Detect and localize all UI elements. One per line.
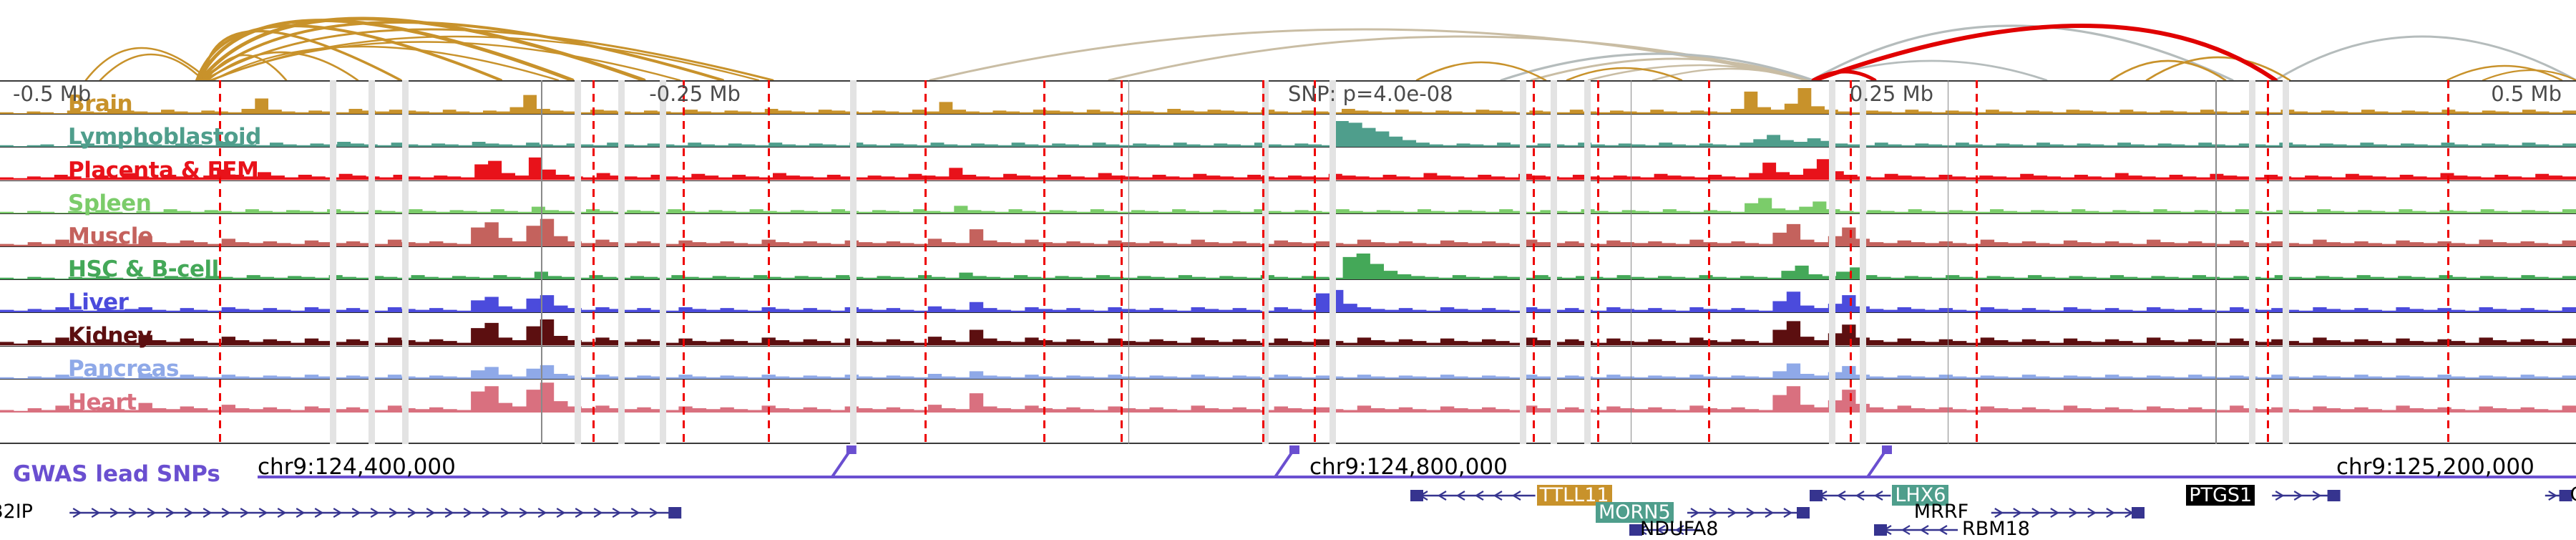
track-label-brain: Brain — [68, 91, 133, 117]
signal-track-liver[interactable]: Liver — [0, 280, 2576, 316]
gene-model-track[interactable] — [0, 486, 2576, 537]
track-label-kidney: Kidney — [68, 322, 152, 349]
axis-tick-label-0: -0.5 Mb — [13, 82, 92, 106]
annotation-panel: GWAS lead SNPs chr9:124,400,000 chr9:124… — [0, 444, 2576, 540]
gene-label-ndufa8[interactable]: NDUFA8 — [1640, 518, 1719, 540]
track-label-heart: Heart — [68, 389, 137, 415]
track-label-muscle: Muscle — [68, 223, 153, 249]
axis-tick-label-1: -0.25 Mb — [649, 82, 741, 106]
track-label-pancreas: Pancreas — [68, 355, 179, 382]
track-label-placenta-eem: Placenta & EEM — [68, 157, 259, 183]
signal-track-pancreas[interactable]: Pancreas — [0, 347, 2576, 382]
gene-label-mrrf[interactable]: MRRF — [1913, 501, 1969, 523]
signal-track-kidney[interactable]: Kidney — [0, 313, 2576, 349]
signal-track-spleen[interactable]: Spleen — [0, 181, 2576, 216]
signal-track-muscle[interactable]: Muscle — [0, 214, 2576, 249]
track-label-hsc-b-cell: HSC & B-cell — [68, 256, 219, 283]
axis-tick-label-4: 0.5 Mb — [2491, 82, 2562, 106]
signal-track-stack: Brain Lymphoblastoid Placenta & EEM Spleen M… — [0, 80, 2576, 444]
signal-track-placenta-eem[interactable]: Placenta & EEM — [0, 148, 2576, 183]
signal-track-hsc-b-cell[interactable]: HSC & B-cell — [0, 247, 2576, 283]
axis-tick-label-2: SNP: p=4.0e-08 — [1288, 82, 1453, 106]
gene-label-lhx6[interactable]: LHX6 — [1892, 485, 1949, 506]
gene-label-or1j[interactable]: OR1J — [2570, 485, 2576, 504]
signal-track-brain[interactable]: Brain — [0, 82, 2576, 117]
gwas-lead-snps-label: GWAS lead SNPs — [13, 461, 220, 487]
track-label-spleen: Spleen — [68, 190, 152, 216]
signal-track-heart[interactable]: Heart — [0, 380, 2576, 415]
track-label-liver: Liver — [68, 289, 129, 316]
gene-label-dab2ip[interactable]: DAB2IP — [0, 501, 33, 523]
genomic-axis-ruler: -0.5 Mb -0.25 Mb SNP: p=4.0e-08 0.25 Mb 0.5 … — [0, 80, 2576, 112]
gene-label-rbm18[interactable]: RBM18 — [1962, 518, 2030, 540]
track-label-lymphoblastoid: Lymphoblastoid — [68, 124, 261, 150]
coord-label-end: chr9:125,200,000 — [2336, 454, 2534, 480]
signal-track-lymphoblastoid[interactable]: Lymphoblastoid — [0, 115, 2576, 150]
axis-tick-label-3: 0.25 Mb — [1849, 82, 1934, 106]
gene-label-ttll11[interactable]: TTLL11 — [1536, 485, 1612, 506]
chromatin-interaction-arcs — [84, 16, 2576, 80]
gwas-lead-snp-track[interactable] — [0, 444, 2576, 486]
coord-label-mid: chr9:124,800,000 — [1309, 454, 1508, 480]
coord-label-start: chr9:124,400,000 — [258, 454, 456, 480]
gene-label-ptgs1[interactable]: PTGS1 — [2186, 485, 2255, 506]
gene-label-morn5[interactable]: MORN5 — [1596, 502, 1674, 523]
